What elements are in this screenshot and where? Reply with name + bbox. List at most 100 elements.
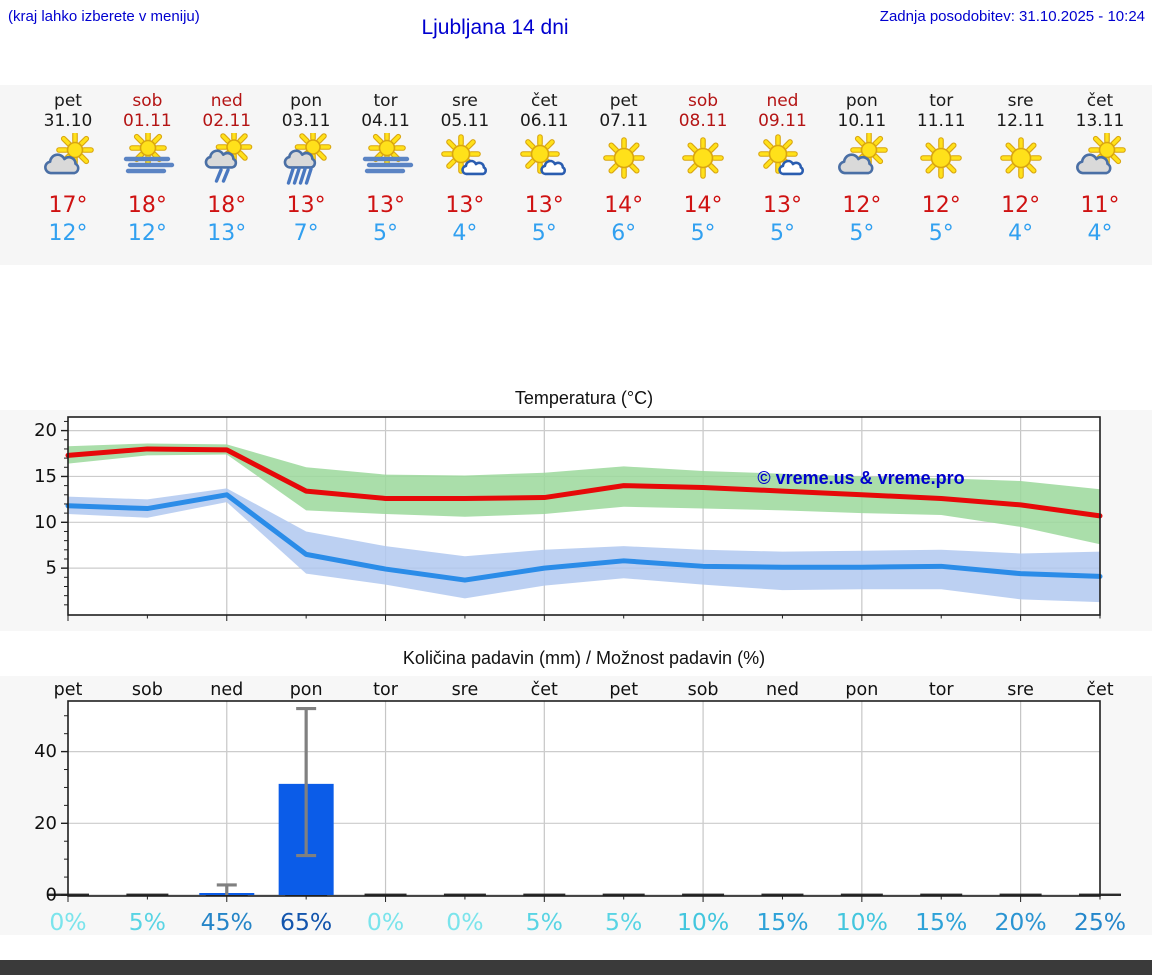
precip-error-bar <box>216 883 237 895</box>
day-name: tor <box>929 91 954 111</box>
precip-probability: 45% <box>201 908 253 936</box>
weather-icon-rain-sun <box>267 133 346 191</box>
day-name: sob <box>688 91 719 111</box>
high-temp: 18° <box>127 193 167 218</box>
last-update-label: Zadnja posodobitev: 31.10.2025 - 10:24 <box>879 8 1145 25</box>
watermark: © vreme.us & vreme.pro <box>757 468 964 488</box>
low-temp: 5° <box>849 221 875 246</box>
precip-probability: 25% <box>1074 908 1126 936</box>
precip-day-label: čet <box>531 680 558 700</box>
weather-icon-mostly-sunny <box>425 133 504 191</box>
low-temp: 6° <box>611 221 637 246</box>
precip-probability: 65% <box>280 908 332 936</box>
high-temp: 12° <box>1001 193 1041 218</box>
forecast-day-02.11: ned 02.11 18° 13° <box>187 85 266 247</box>
day-name: pet <box>54 91 82 111</box>
precip-error-bar <box>296 706 317 858</box>
weather-icon-mostly-sunny <box>743 133 822 191</box>
high-temp: 13° <box>366 193 406 218</box>
forecast-day-11.11: tor 11.11 12° 5° <box>902 85 981 247</box>
forecast-day-09.11: ned 09.11 13° 5° <box>743 85 822 247</box>
weather-icon-partly-cloudy <box>29 133 108 191</box>
svg-text:0: 0 <box>46 885 57 906</box>
day-name: sre <box>1007 91 1034 111</box>
day-name: pet <box>609 91 638 111</box>
precip-day-label: sre <box>452 680 479 700</box>
high-temp: 14° <box>683 193 723 218</box>
high-temp: 12° <box>921 193 961 218</box>
precip-probability: 10% <box>836 908 888 936</box>
precip-day-label: sob <box>132 680 163 700</box>
precip-probability: 0% <box>367 908 404 936</box>
weather-icon-sunny <box>981 133 1060 191</box>
precipitation-chart-title: Količina padavin (mm) / Možnost padavin … <box>402 648 766 668</box>
zero-bar <box>999 893 1042 896</box>
precip-day-label: pet <box>609 680 638 700</box>
forecast-day-08.11: sob 08.11 14° 5° <box>664 85 743 247</box>
precip-probability: 10% <box>677 908 729 936</box>
high-temp: 13° <box>445 193 485 218</box>
low-temp-band <box>68 488 1100 603</box>
high-temp: 18° <box>207 193 247 218</box>
day-date: 11.11 <box>916 111 966 131</box>
precip-day-label: čet <box>1086 680 1113 700</box>
day-name: ned <box>210 91 243 111</box>
forecast-day-04.11: tor 04.11 13° 5° <box>346 85 425 247</box>
precip-day-label: pon <box>845 680 878 700</box>
forecast-day-06.11: čet 06.11 13° 5° <box>505 85 584 247</box>
day-date: 12.11 <box>996 111 1045 131</box>
high-temp: 13° <box>524 193 564 218</box>
day-date: 13.11 <box>1075 111 1125 131</box>
precip-probability: 0% <box>49 908 86 936</box>
low-temp: 12° <box>48 221 88 246</box>
page-title: Ljubljana 14 dni <box>421 16 569 39</box>
day-date: 31.10 <box>43 111 93 131</box>
weather-icon-sunny <box>902 133 981 191</box>
low-temp: 7° <box>293 221 319 246</box>
low-temp: 5° <box>690 221 716 246</box>
precip-probability: 5% <box>129 908 166 936</box>
day-name: čet <box>1086 91 1114 111</box>
weather-icon-sunny <box>664 133 743 191</box>
precip-probability: 20% <box>994 908 1046 936</box>
footer-bar <box>0 960 1152 975</box>
precip-day-label: ned <box>210 680 243 700</box>
forecast-day-31.10: pet 31.10 17° 12° <box>29 85 108 247</box>
day-name: čet <box>531 91 558 111</box>
low-temp: 5° <box>531 221 557 246</box>
temperature-chart: 5 10 15 20 © vreme.us & vreme.pro <box>0 410 1152 631</box>
low-temp-line <box>65 492 1103 583</box>
temperature-chart-title: Temperatura (°C) <box>514 388 654 408</box>
forecast-day-10.11: pon 10.11 12° 5° <box>822 85 901 247</box>
day-date: 08.11 <box>678 111 728 131</box>
forecast-day-01.11: sob 01.11 18° 12° <box>108 85 187 247</box>
low-temp: 4° <box>1008 221 1034 246</box>
forecast-day-03.11: pon 03.11 13° 7° <box>267 85 346 247</box>
precip-probability: 5% <box>526 908 563 936</box>
weather-icon-partly-cloudy <box>1061 133 1140 191</box>
precip-probability: 5% <box>605 908 642 936</box>
forecast-strip: pet 31.10 17° 12° sob 01.11 18° 12° ned 02.11 18°… <box>0 85 1152 265</box>
precip-day-label: tor <box>929 680 955 700</box>
day-date: 04.11 <box>361 111 410 131</box>
day-name: sob <box>132 91 163 111</box>
forecast-day-05.11: sre 05.11 13° 4° <box>425 85 504 247</box>
precip-day-label: sob <box>688 680 719 700</box>
low-temp: 5° <box>928 221 954 246</box>
day-name: ned <box>766 91 799 111</box>
svg-text:20: 20 <box>34 813 57 834</box>
low-temp: 5° <box>373 221 399 246</box>
zero-bar <box>602 893 645 896</box>
forecast-day-07.11: pet 07.11 14° 6° <box>584 85 663 247</box>
precip-day-label: sre <box>1007 680 1034 700</box>
day-date: 05.11 <box>440 111 490 131</box>
zero-bar <box>443 893 486 896</box>
low-temp: 12° <box>127 221 167 246</box>
svg-text:15: 15 <box>34 466 57 487</box>
weather-icon-mostly-sunny <box>505 133 584 191</box>
weather-icon-partly-cloudy <box>822 133 901 191</box>
location-hint: (kraj lahko izberete v meniju) <box>8 8 200 25</box>
low-temp: 4° <box>452 221 478 246</box>
day-name: sre <box>451 91 478 111</box>
high-temp-line <box>65 446 1103 519</box>
